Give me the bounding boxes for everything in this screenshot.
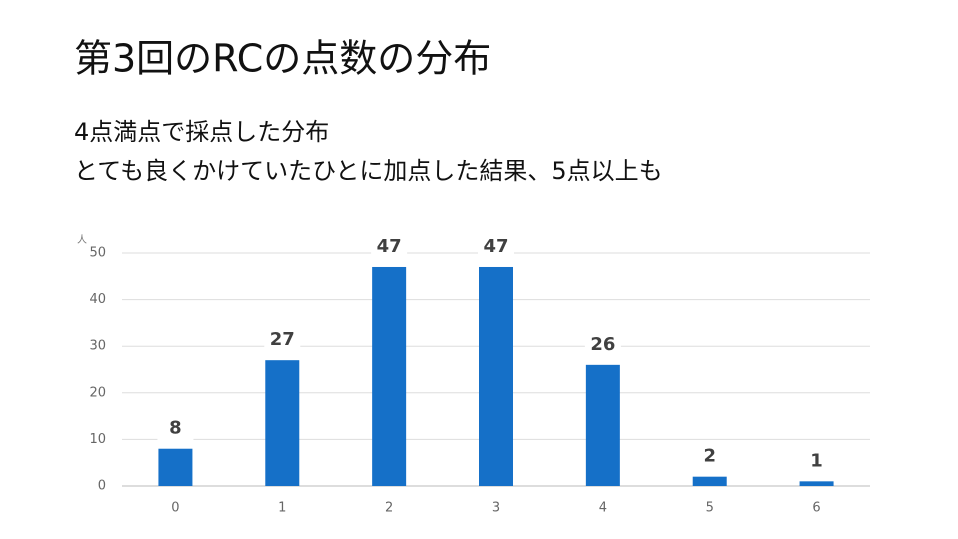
data-label-bg: [157, 416, 194, 441]
subtitle: 4点満点で採点した分布: [74, 118, 329, 146]
data-label: 2: [703, 446, 716, 467]
y-tick-label: 40: [89, 292, 106, 307]
x-tick-label: 5: [706, 501, 714, 516]
data-label: 47: [377, 236, 402, 257]
y-tick-label: 0: [98, 479, 106, 494]
data-label: 26: [590, 334, 615, 355]
y-tick-label: 10: [89, 432, 106, 447]
subtitle: とても良くかけていたひとに加点した結果、5点以上も: [74, 157, 663, 185]
data-label: 1: [810, 450, 823, 471]
data-label-bg: [264, 328, 301, 353]
chart-title: 第3回のRCの点数の分布: [74, 37, 491, 81]
data-label: 47: [483, 236, 508, 257]
bar: [585, 364, 620, 486]
bar: [265, 360, 300, 486]
x-tick-label: 0: [171, 501, 179, 516]
bar: [372, 266, 407, 486]
x-tick-label: 4: [599, 501, 607, 516]
y-tick-label: 50: [89, 246, 106, 261]
data-label: 8: [169, 418, 182, 439]
x-tick-label: 2: [385, 501, 393, 516]
data-label-bg: [478, 234, 514, 259]
data-label-bg: [691, 444, 728, 469]
x-tick-label: 1: [278, 501, 286, 516]
y-tick-label: 30: [89, 339, 106, 354]
bar: [692, 476, 727, 486]
data-label-bg: [584, 332, 621, 357]
bar: [799, 481, 834, 486]
bar: [479, 266, 513, 486]
y-axis-label: 人: [77, 234, 87, 246]
y-tick-label: 20: [89, 385, 106, 400]
data-label: 27: [270, 329, 295, 350]
data-label-bg: [371, 234, 408, 259]
bar: [158, 448, 193, 486]
data-label-bg: [798, 449, 835, 474]
x-tick-label: 6: [812, 501, 820, 516]
x-tick-label: 3: [492, 501, 500, 516]
